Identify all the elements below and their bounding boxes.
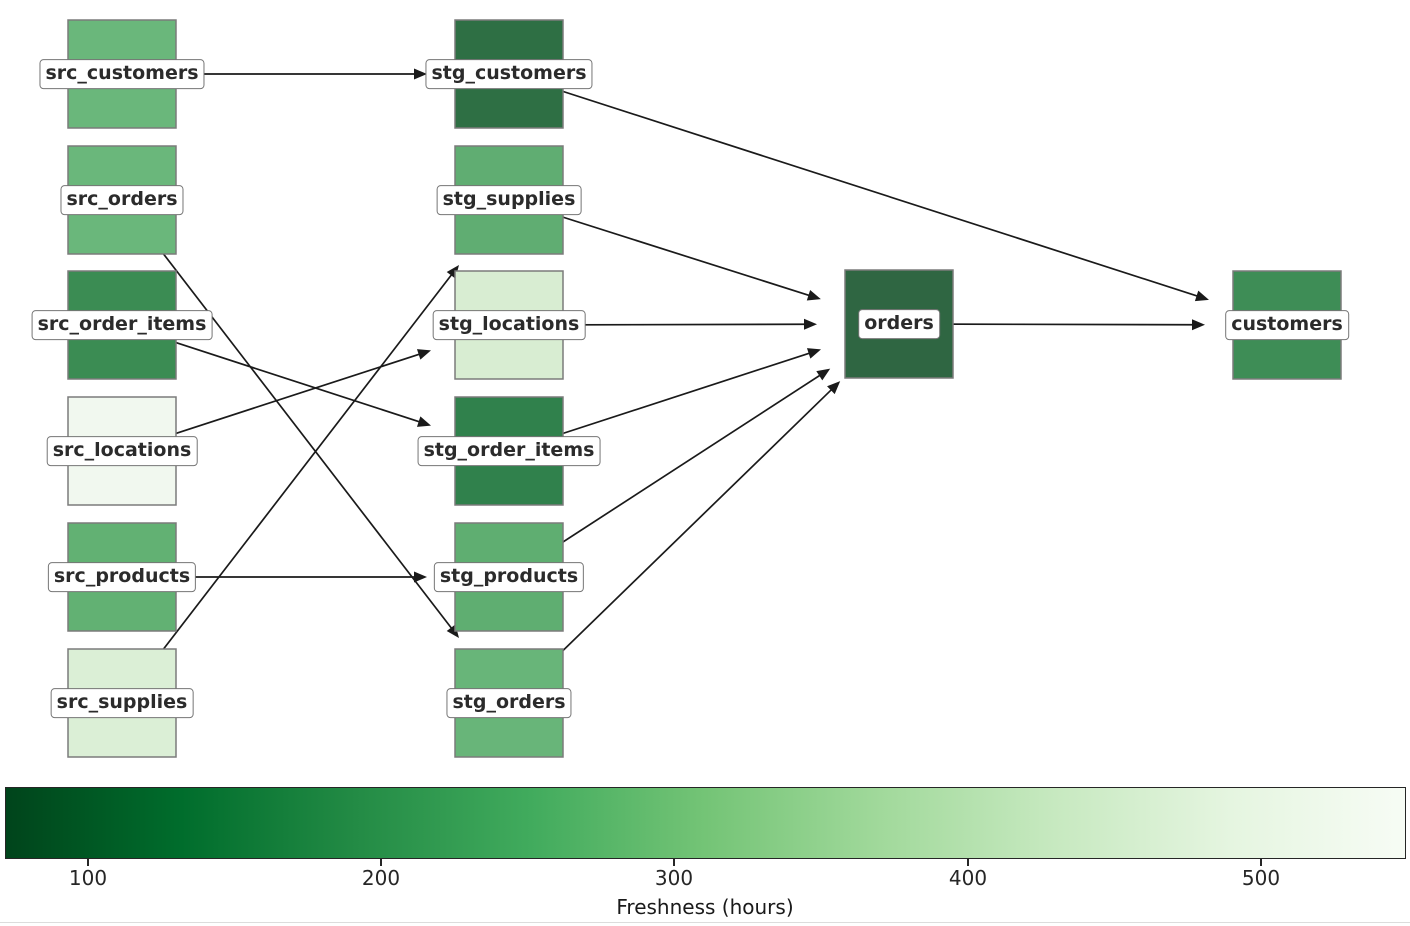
edge-arrowhead-icon [1191, 319, 1206, 331]
edge-arrowhead-icon [816, 368, 831, 381]
edge-arrowhead-icon [416, 416, 432, 427]
edge-arrowhead-icon [827, 381, 841, 395]
node-label-stg_orders: stg_orders [446, 688, 572, 718]
node-label-customers: customers [1225, 310, 1349, 340]
edge-arrowhead-icon [416, 349, 432, 360]
edge-arrowhead-icon [414, 571, 427, 583]
colorbar-tick-label: 200 [361, 866, 401, 890]
colorbar-tick [87, 859, 89, 866]
colorbar-tick-label: 300 [654, 866, 694, 890]
edge-arrowhead-icon [806, 289, 821, 301]
node-label-stg_products: stg_products [433, 562, 585, 592]
edge-line [121, 273, 453, 704]
edge-arrowhead-icon [414, 68, 427, 80]
colorbar-tick [1260, 859, 1262, 866]
node-label-stg_order_items: stg_order_items [417, 436, 601, 466]
colorbar-tick-label: 500 [1241, 866, 1281, 890]
node-label-src_locations: src_locations [46, 436, 198, 466]
edge-stg_customers-to-customers [508, 73, 1209, 302]
colorbar-tick-label: 100 [68, 866, 108, 890]
node-label-stg_customers: stg_customers [425, 59, 593, 89]
node-label-stg_supplies: stg_supplies [436, 185, 582, 215]
edge-arrowhead-icon [806, 348, 822, 359]
colorbar-tick [673, 859, 675, 866]
node-label-src_customers: src_customers [39, 59, 205, 89]
freshness-colorbar [5, 787, 1406, 859]
colorbar-tick [967, 859, 969, 866]
node-label-src_products: src_products [47, 562, 197, 592]
colorbar-tick-label: 400 [948, 866, 988, 890]
node-label-orders: orders [858, 309, 940, 339]
node-label-src_orders: src_orders [60, 185, 184, 215]
figure-bottom-rule [0, 922, 1410, 923]
node-label-src_supplies: src_supplies [50, 688, 194, 718]
edge-arrowhead-icon [1194, 290, 1209, 302]
colorbar-tick [380, 859, 382, 866]
edge-arrowhead-icon [803, 318, 818, 330]
colorbar-axis-label: Freshness (hours) [616, 895, 794, 919]
edge-line [121, 199, 453, 630]
node-label-src_order_items: src_order_items [31, 310, 213, 340]
edge-line [508, 73, 1199, 298]
node-label-stg_locations: stg_locations [432, 310, 586, 340]
